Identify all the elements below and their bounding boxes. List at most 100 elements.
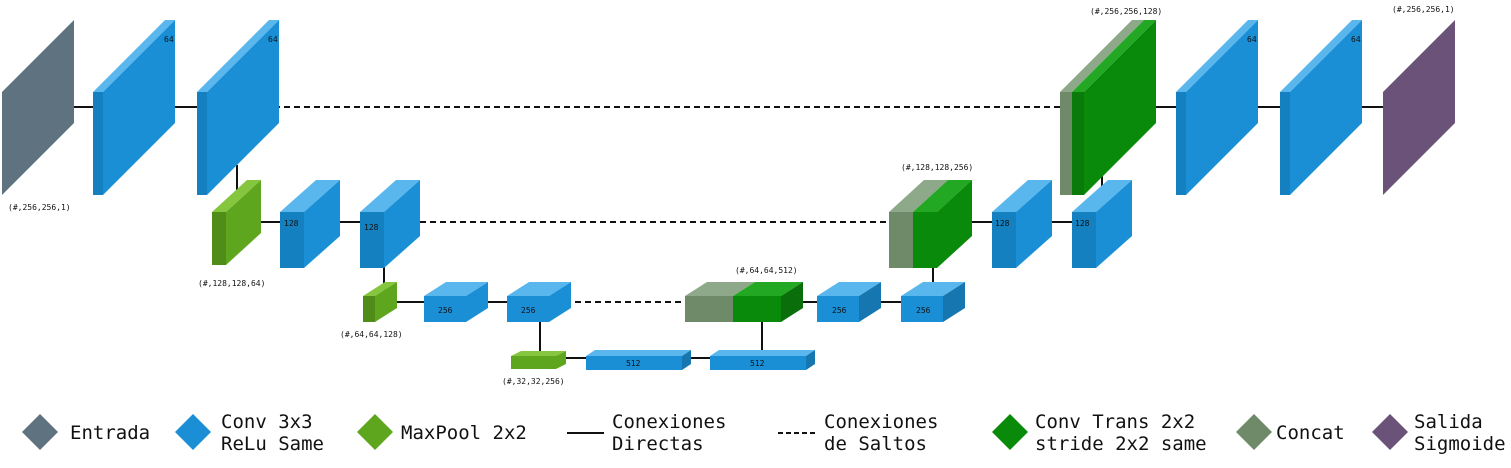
block-top xyxy=(817,282,881,296)
block-side xyxy=(682,350,691,370)
legend-item-conv: Conv 3x3 ReLu Same xyxy=(175,411,324,455)
legend-label: de Saltos xyxy=(824,433,927,455)
block-top xyxy=(360,180,420,212)
conv-block: 128 xyxy=(360,180,420,268)
diamond-icon xyxy=(1236,414,1272,450)
legend-label: Conv 3x3 xyxy=(221,411,313,433)
legend-item-skip: Conexiones de Saltos xyxy=(778,411,938,455)
upsample-dim-label: (#,64,64,512) xyxy=(735,266,798,275)
block-side xyxy=(384,180,420,268)
block-front xyxy=(212,212,226,265)
block-front xyxy=(360,212,384,268)
block-top xyxy=(586,350,691,356)
maxpool-block: (#,32,32,256) xyxy=(502,351,566,386)
maxpool-block: (#,128,128,64) xyxy=(198,180,265,288)
convtrans-side xyxy=(781,282,803,322)
conv-block: 256 xyxy=(817,282,881,322)
conv-block: 64 xyxy=(1176,20,1258,195)
conv-filter-label: 512 xyxy=(626,359,641,368)
upsample-block: (#,256,256,128) xyxy=(1060,7,1162,195)
legend-label: MaxPool 2x2 xyxy=(401,422,527,444)
legend-item-maxpool: MaxPool 2x2 xyxy=(357,414,527,450)
legend-label: Sigmoide xyxy=(1414,433,1506,455)
block-side xyxy=(226,180,261,265)
block-front xyxy=(93,92,103,195)
conv-filter-label: 256 xyxy=(916,306,931,315)
conv-filter-label: 256 xyxy=(832,306,847,315)
block-front xyxy=(424,296,466,322)
legend: Entrada Conv 3x3 ReLu Same MaxPool 2x2 C… xyxy=(22,411,1506,455)
block-top xyxy=(507,282,571,296)
convtrans-side xyxy=(937,180,972,268)
diamond-icon xyxy=(357,414,393,450)
conv-filter-label: 128 xyxy=(1075,219,1090,228)
convtrans-top xyxy=(913,180,972,212)
convtrans-front xyxy=(913,212,937,268)
legend-label: Entrada xyxy=(70,422,150,444)
conv-block: 512 xyxy=(586,350,691,370)
block-front xyxy=(507,296,549,322)
upsample-block: (#,64,64,512) xyxy=(685,266,803,322)
block-side xyxy=(943,282,965,322)
conv-block: 128 xyxy=(280,180,340,268)
diamond-icon xyxy=(1372,414,1408,450)
conv-filter-label: 512 xyxy=(750,359,765,368)
output-block: (#,256,256,1) xyxy=(1383,5,1455,195)
block-top xyxy=(280,180,340,212)
block-front xyxy=(817,296,859,322)
block-side xyxy=(466,282,488,322)
maxpool-block: (#,64,64,128) xyxy=(340,282,403,339)
conv-block: 256 xyxy=(901,282,965,322)
legend-label: Conexiones xyxy=(824,411,938,433)
conv-block: 64 xyxy=(197,20,279,195)
maxpool-dim-label: (#,32,32,256) xyxy=(502,377,565,386)
conv-filter-label: 128 xyxy=(364,223,379,232)
legend-item-concat: Concat xyxy=(1236,414,1345,450)
block-side xyxy=(1290,20,1362,195)
block-front xyxy=(280,212,304,268)
legend-label: Concat xyxy=(1276,422,1345,444)
maxpool-dim-label: (#,128,128,64) xyxy=(198,279,265,288)
conv-block: 512 xyxy=(710,350,815,370)
conv-block: 256 xyxy=(424,282,488,322)
block-front xyxy=(511,356,556,369)
block-side xyxy=(103,20,175,195)
legend-item-convtrans: Conv Trans 2x2 stride 2x2 same xyxy=(992,411,1207,455)
upsample-block: (#,128,128,256) xyxy=(889,163,973,268)
conv-filter-label: 256 xyxy=(521,306,536,315)
block-front xyxy=(1072,212,1096,268)
diamond-icon xyxy=(992,414,1028,450)
block-top xyxy=(1280,20,1362,92)
legend-label: Directas xyxy=(612,433,704,455)
block-front xyxy=(363,296,375,322)
diamond-icon xyxy=(22,414,58,450)
block-side xyxy=(549,282,571,322)
legend-label: Conexiones xyxy=(612,411,726,433)
block-front xyxy=(197,92,207,195)
block-front xyxy=(901,296,943,322)
upsample-dim-label: (#,128,128,256) xyxy=(901,163,973,172)
convtrans-top xyxy=(733,282,803,296)
block-front xyxy=(992,212,1016,268)
block-side xyxy=(1016,180,1052,268)
convtrans-front xyxy=(733,296,781,322)
block-top xyxy=(424,282,488,296)
block-top xyxy=(212,180,261,212)
block-top xyxy=(901,282,965,296)
block-top xyxy=(363,282,397,296)
conv-filter-label: 64 xyxy=(268,35,278,44)
conv-block: 128 xyxy=(1072,180,1132,268)
block-side xyxy=(556,351,566,369)
concat-front xyxy=(889,212,913,268)
convtrans-side xyxy=(1084,20,1156,195)
input-dim-label: (#,256,256,1) xyxy=(8,203,71,212)
conv-block: 64 xyxy=(1280,20,1362,195)
conv-block: 256 xyxy=(507,282,571,322)
diamond-icon xyxy=(175,414,211,450)
conv-filter-label: 64 xyxy=(1247,35,1257,44)
legend-label: stride 2x2 same xyxy=(1035,433,1207,455)
block-top xyxy=(511,351,566,356)
block-front xyxy=(1176,92,1186,195)
convtrans-top xyxy=(1072,20,1156,92)
